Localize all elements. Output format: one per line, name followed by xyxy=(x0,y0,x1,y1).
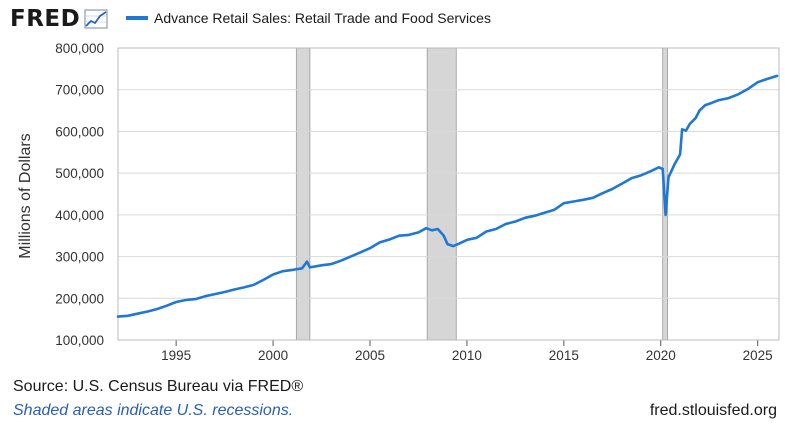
series-line xyxy=(116,74,779,318)
y-tick-label: 300,000 xyxy=(55,250,104,265)
y-tick-label: 100,000 xyxy=(55,333,104,348)
legend-label: Advance Retail Sales: Retail Trade and F… xyxy=(154,10,491,26)
x-tick-label: 2010 xyxy=(452,348,482,363)
site-link[interactable]: fred.stlouisfed.org xyxy=(649,402,777,419)
y-tick-label: 500,000 xyxy=(55,166,104,181)
y-tick-label: 200,000 xyxy=(55,291,104,306)
x-tick-label: 2025 xyxy=(743,348,773,363)
recession-band xyxy=(426,47,457,341)
x-tick-label: 2015 xyxy=(549,348,579,363)
y-tick-label: 700,000 xyxy=(55,83,104,98)
x-tick-label: 2000 xyxy=(258,348,288,363)
fred-logo[interactable]: FRED xyxy=(10,6,108,32)
y-tick-label: 400,000 xyxy=(55,208,104,223)
y-tick-label: 600,000 xyxy=(55,124,104,139)
recession-note: Shaded areas indicate U.S. recessions. xyxy=(13,402,294,419)
x-tick-label: 2005 xyxy=(355,348,385,363)
chart-legend: Advance Retail Sales: Retail Trade and F… xyxy=(126,10,491,26)
logo-text: FRED xyxy=(10,6,81,32)
x-tick-label: 1995 xyxy=(161,348,191,363)
y-tick-label: 800,000 xyxy=(55,41,104,56)
source-note: Source: U.S. Census Bureau via FRED® xyxy=(13,378,304,395)
legend-swatch xyxy=(126,16,148,20)
chart-header: FRED Advance Retail Sales: Retail Trade … xyxy=(0,0,800,40)
y-axis-title: Millions of Dollars xyxy=(17,133,34,258)
recession-band xyxy=(295,47,311,341)
chart-line-icon xyxy=(84,9,108,29)
x-tick-label: 2020 xyxy=(646,348,676,363)
plot-frame xyxy=(117,47,780,341)
